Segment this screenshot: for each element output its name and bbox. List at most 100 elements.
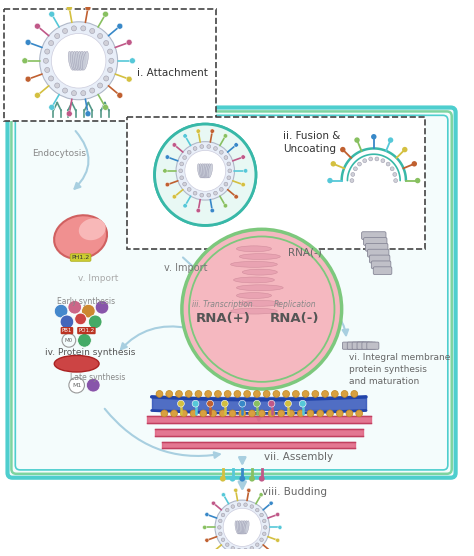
Circle shape (60, 315, 74, 329)
FancyBboxPatch shape (371, 261, 391, 269)
Ellipse shape (73, 51, 78, 70)
Text: PH1.2: PH1.2 (72, 255, 90, 260)
Circle shape (411, 161, 417, 167)
Circle shape (341, 390, 348, 398)
Circle shape (229, 476, 236, 481)
Circle shape (129, 58, 135, 64)
Circle shape (221, 400, 228, 407)
FancyBboxPatch shape (4, 9, 216, 121)
Circle shape (22, 58, 28, 64)
Circle shape (49, 11, 55, 17)
Circle shape (102, 105, 109, 110)
Circle shape (354, 137, 360, 143)
Circle shape (269, 549, 273, 554)
Circle shape (268, 400, 275, 407)
Ellipse shape (235, 521, 239, 534)
Circle shape (228, 169, 232, 173)
Text: ii. Fusion &: ii. Fusion & (283, 131, 341, 141)
Circle shape (193, 147, 197, 151)
Circle shape (109, 58, 114, 63)
Circle shape (210, 208, 214, 213)
FancyBboxPatch shape (369, 255, 390, 263)
Circle shape (237, 503, 241, 507)
Text: Late synthesis: Late synthesis (71, 373, 126, 382)
Circle shape (250, 547, 254, 550)
Circle shape (239, 410, 246, 417)
Circle shape (102, 11, 109, 17)
Circle shape (49, 105, 55, 110)
Circle shape (244, 168, 248, 173)
Circle shape (81, 26, 86, 31)
Circle shape (218, 525, 221, 529)
Circle shape (63, 28, 68, 33)
Circle shape (388, 137, 393, 143)
Circle shape (81, 91, 86, 96)
Text: vi. Integral membrane: vi. Integral membrane (349, 354, 451, 363)
Circle shape (210, 129, 214, 133)
Ellipse shape (234, 277, 274, 283)
Ellipse shape (205, 163, 209, 178)
Circle shape (219, 410, 226, 417)
Circle shape (177, 400, 184, 407)
Text: iv. Protein synthesis: iv. Protein synthesis (45, 348, 136, 356)
Circle shape (227, 162, 231, 166)
Circle shape (244, 390, 251, 398)
Circle shape (165, 155, 170, 159)
Ellipse shape (77, 51, 82, 70)
Circle shape (285, 400, 292, 407)
Circle shape (48, 41, 54, 46)
Ellipse shape (238, 521, 242, 534)
Ellipse shape (242, 521, 246, 534)
Circle shape (346, 410, 353, 417)
Circle shape (369, 157, 373, 161)
Circle shape (66, 5, 72, 11)
Circle shape (249, 476, 255, 481)
Circle shape (205, 513, 209, 517)
FancyBboxPatch shape (374, 267, 392, 275)
FancyBboxPatch shape (128, 117, 426, 249)
Text: v. Import: v. Import (78, 274, 118, 282)
FancyBboxPatch shape (362, 232, 386, 240)
Circle shape (166, 390, 173, 398)
Circle shape (126, 39, 132, 45)
Circle shape (215, 500, 270, 555)
Circle shape (239, 400, 246, 407)
Ellipse shape (54, 355, 99, 372)
Circle shape (297, 410, 304, 417)
Circle shape (224, 390, 231, 398)
Circle shape (288, 410, 294, 417)
Circle shape (63, 88, 68, 93)
FancyBboxPatch shape (8, 107, 456, 478)
Circle shape (254, 390, 260, 398)
Text: PO1.2: PO1.2 (78, 328, 94, 333)
Circle shape (182, 182, 186, 186)
Circle shape (219, 532, 222, 535)
Circle shape (354, 167, 357, 171)
Circle shape (207, 193, 210, 197)
Ellipse shape (75, 51, 80, 70)
Circle shape (214, 147, 218, 151)
Circle shape (72, 91, 76, 96)
Circle shape (51, 33, 106, 88)
Ellipse shape (71, 51, 76, 70)
Circle shape (283, 390, 290, 398)
Circle shape (351, 172, 355, 176)
Text: M1: M1 (72, 383, 82, 388)
Circle shape (356, 410, 363, 417)
Circle shape (237, 548, 241, 552)
FancyBboxPatch shape (367, 342, 379, 349)
Ellipse shape (198, 164, 202, 178)
Circle shape (68, 300, 82, 314)
Circle shape (224, 156, 228, 160)
Circle shape (260, 538, 264, 542)
Circle shape (108, 67, 112, 72)
Circle shape (156, 390, 163, 398)
Circle shape (85, 5, 91, 11)
Circle shape (35, 23, 40, 29)
Ellipse shape (244, 521, 247, 534)
Circle shape (90, 28, 95, 33)
Circle shape (183, 203, 187, 208)
Circle shape (263, 390, 270, 398)
Circle shape (254, 400, 260, 407)
Circle shape (210, 410, 217, 417)
